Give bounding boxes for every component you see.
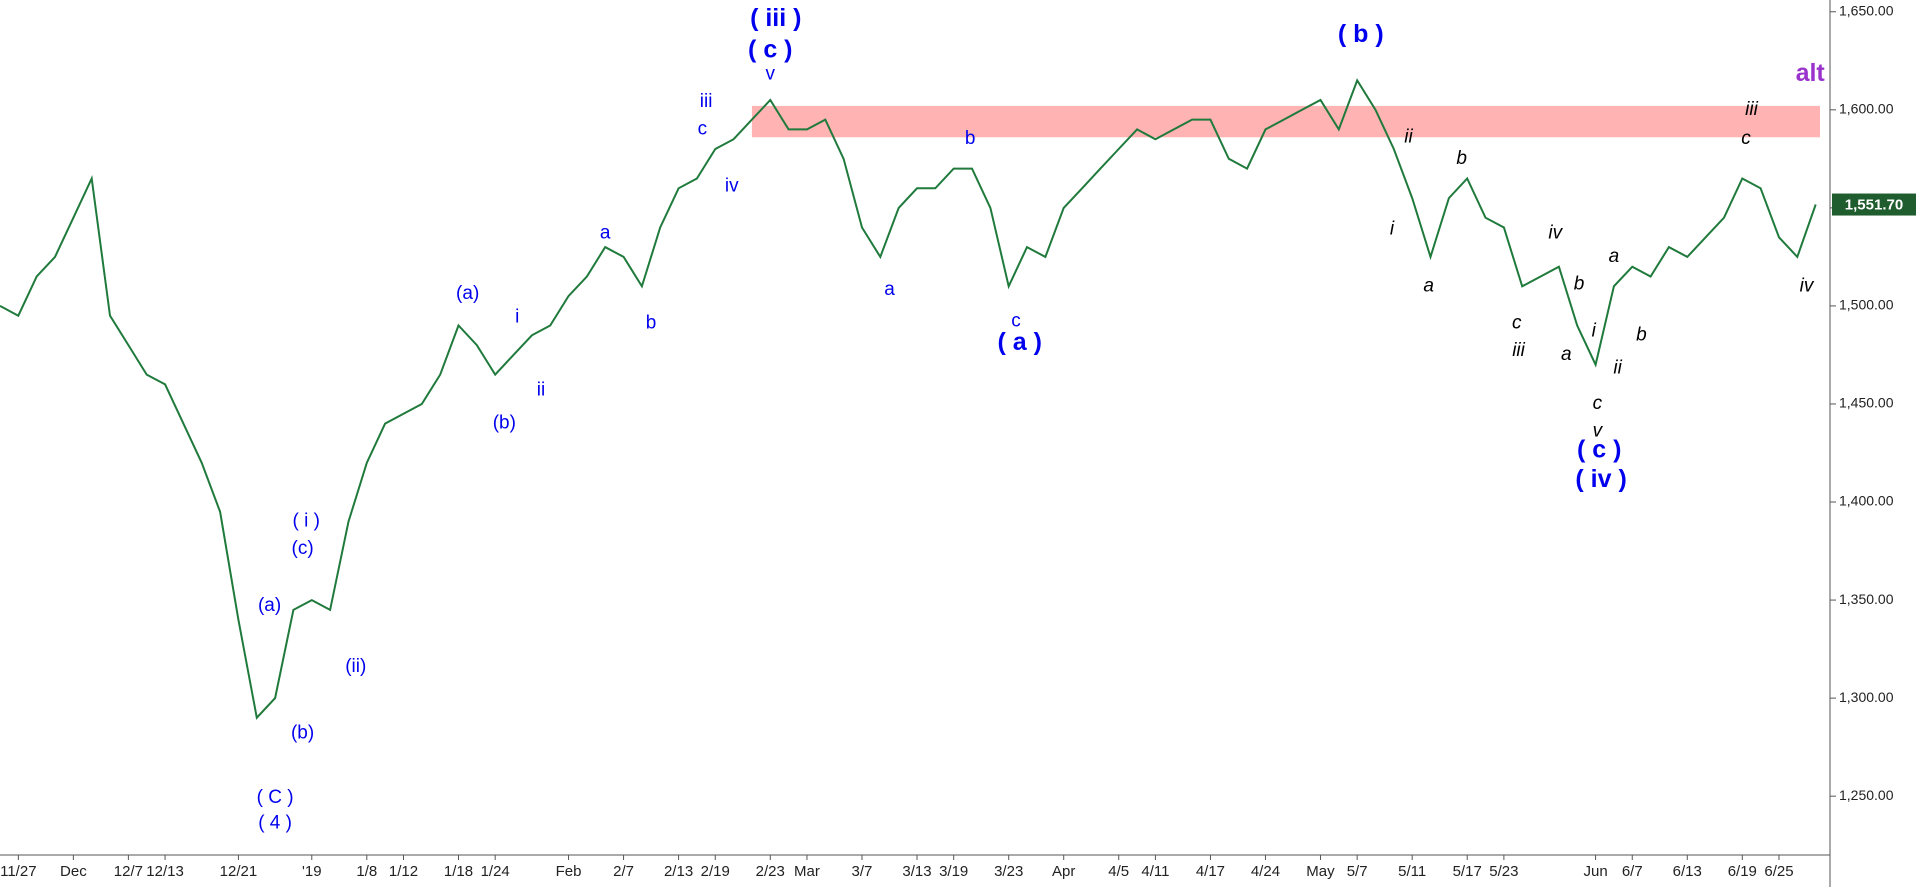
wave-label: alt: [1796, 59, 1826, 87]
x-tick-label: 2/23: [756, 863, 785, 880]
x-tick-label: 5/17: [1453, 863, 1482, 880]
x-tick-label: '19: [302, 863, 322, 880]
wave-label: iii: [1745, 99, 1758, 120]
x-tick-label: 2/19: [701, 863, 730, 880]
y-tick-label: 1,350.00: [1839, 591, 1894, 607]
wave-label: i: [515, 307, 519, 328]
y-tick-label: 1,650.00: [1839, 2, 1894, 18]
wave-label: a: [1561, 344, 1572, 365]
y-tick-label: 1,300.00: [1839, 689, 1894, 705]
wave-label: a: [1423, 275, 1434, 296]
x-tick-label: 4/17: [1196, 863, 1225, 880]
wave-label: b: [1636, 324, 1647, 345]
resistance-zone: [751, 105, 1821, 138]
x-tick-label: 3/23: [994, 863, 1023, 880]
x-tick-label: 6/7: [1622, 863, 1643, 880]
x-tick-label: 1/18: [444, 863, 473, 880]
last-price-tag: [1832, 193, 1916, 216]
x-tick-label: 4/24: [1251, 863, 1280, 880]
x-tick-label: 11/27: [0, 863, 36, 880]
x-tick-label: 12/13: [146, 863, 184, 880]
x-tick-label: 4/11: [1141, 863, 1169, 880]
wave-label: ( iv ): [1575, 465, 1626, 493]
wave-label: b: [965, 128, 976, 149]
x-tick-label: 5/11: [1398, 863, 1426, 880]
x-tick-label: Feb: [556, 863, 582, 880]
x-tick-label: Mar: [794, 863, 820, 880]
x-tick-label: Jun: [1583, 863, 1607, 880]
x-tick-label: 1/24: [481, 863, 510, 880]
wave-label: ii: [537, 379, 545, 400]
wave-label: b: [646, 313, 657, 334]
wave-label: ( i ): [293, 511, 320, 532]
x-tick-label: 2/7: [613, 863, 634, 880]
wave-label: c: [1011, 311, 1021, 332]
wave-label: ( iii ): [750, 4, 801, 32]
x-tick-label: 12/21: [220, 863, 258, 880]
x-tick-label: 1/12: [389, 863, 418, 880]
wave-label: iv: [1548, 222, 1563, 243]
price-line: [0, 78, 1817, 720]
wave-label: c: [1593, 393, 1603, 414]
wave-label: iii: [1512, 340, 1525, 361]
x-tick-label: 1/8: [356, 863, 377, 880]
wave-label: ( c ): [748, 36, 792, 64]
y-tick-label: 1,400.00: [1839, 493, 1894, 509]
x-tick-label: Apr: [1052, 863, 1075, 880]
wave-label: iv: [1800, 275, 1815, 296]
wave-label: ( C ): [257, 787, 294, 808]
x-tick-label: Dec: [60, 863, 87, 880]
y-tick-label: 1,500.00: [1839, 297, 1894, 313]
y-tick-label: 1,450.00: [1839, 395, 1894, 411]
x-tick-label: 6/19: [1728, 863, 1757, 880]
x-tick-label: 5/7: [1347, 863, 1368, 880]
wave-label: (b): [493, 413, 516, 434]
y-tick-label: 1,600.00: [1839, 101, 1894, 117]
wave-label: b: [1574, 273, 1585, 294]
wave-label: a: [884, 279, 895, 300]
x-tick-label: 6/25: [1764, 863, 1793, 880]
wave-label: i: [1592, 320, 1597, 341]
wave-label: (ii): [345, 656, 366, 677]
x-tick-label: 3/13: [902, 863, 931, 880]
y-tick-label: 1,250.00: [1839, 787, 1894, 803]
x-tick-label: 3/7: [852, 863, 873, 880]
x-tick-label: 6/13: [1673, 863, 1702, 880]
wave-label: (a): [258, 595, 281, 616]
wave-label: i: [1390, 218, 1395, 239]
x-tick-label: 3/19: [939, 863, 968, 880]
wave-label: c: [1512, 313, 1522, 334]
x-tick-label: 5/23: [1489, 863, 1518, 880]
wave-label: (a): [456, 283, 479, 304]
wave-label: ii: [1613, 358, 1622, 379]
x-tick-label: 12/7: [114, 863, 143, 880]
last-price-label: 1,551.70: [1845, 197, 1903, 214]
wave-label: b: [1456, 148, 1467, 169]
wave-label: ( a ): [997, 328, 1041, 356]
wave-label: iii: [700, 91, 713, 112]
x-tick-label: 4/5: [1108, 863, 1129, 880]
wave-label: v: [766, 64, 776, 85]
x-tick-label: May: [1306, 863, 1335, 880]
wave-label: a: [1609, 246, 1620, 267]
wave-label: c: [698, 118, 708, 139]
wave-label: iv: [725, 175, 739, 196]
wave-label: (b): [291, 722, 314, 743]
wave-label: ( b ): [1338, 20, 1384, 48]
x-tick-label: 2/13: [664, 863, 693, 880]
wave-label: ( 4 ): [258, 813, 292, 834]
wave-label: ( c ): [1577, 436, 1621, 464]
wave-label: a: [600, 222, 611, 243]
wave-label: (c): [292, 538, 314, 559]
wave-label: ii: [1404, 126, 1413, 147]
wave-label: c: [1741, 128, 1751, 149]
wave-label: v: [1593, 420, 1604, 441]
